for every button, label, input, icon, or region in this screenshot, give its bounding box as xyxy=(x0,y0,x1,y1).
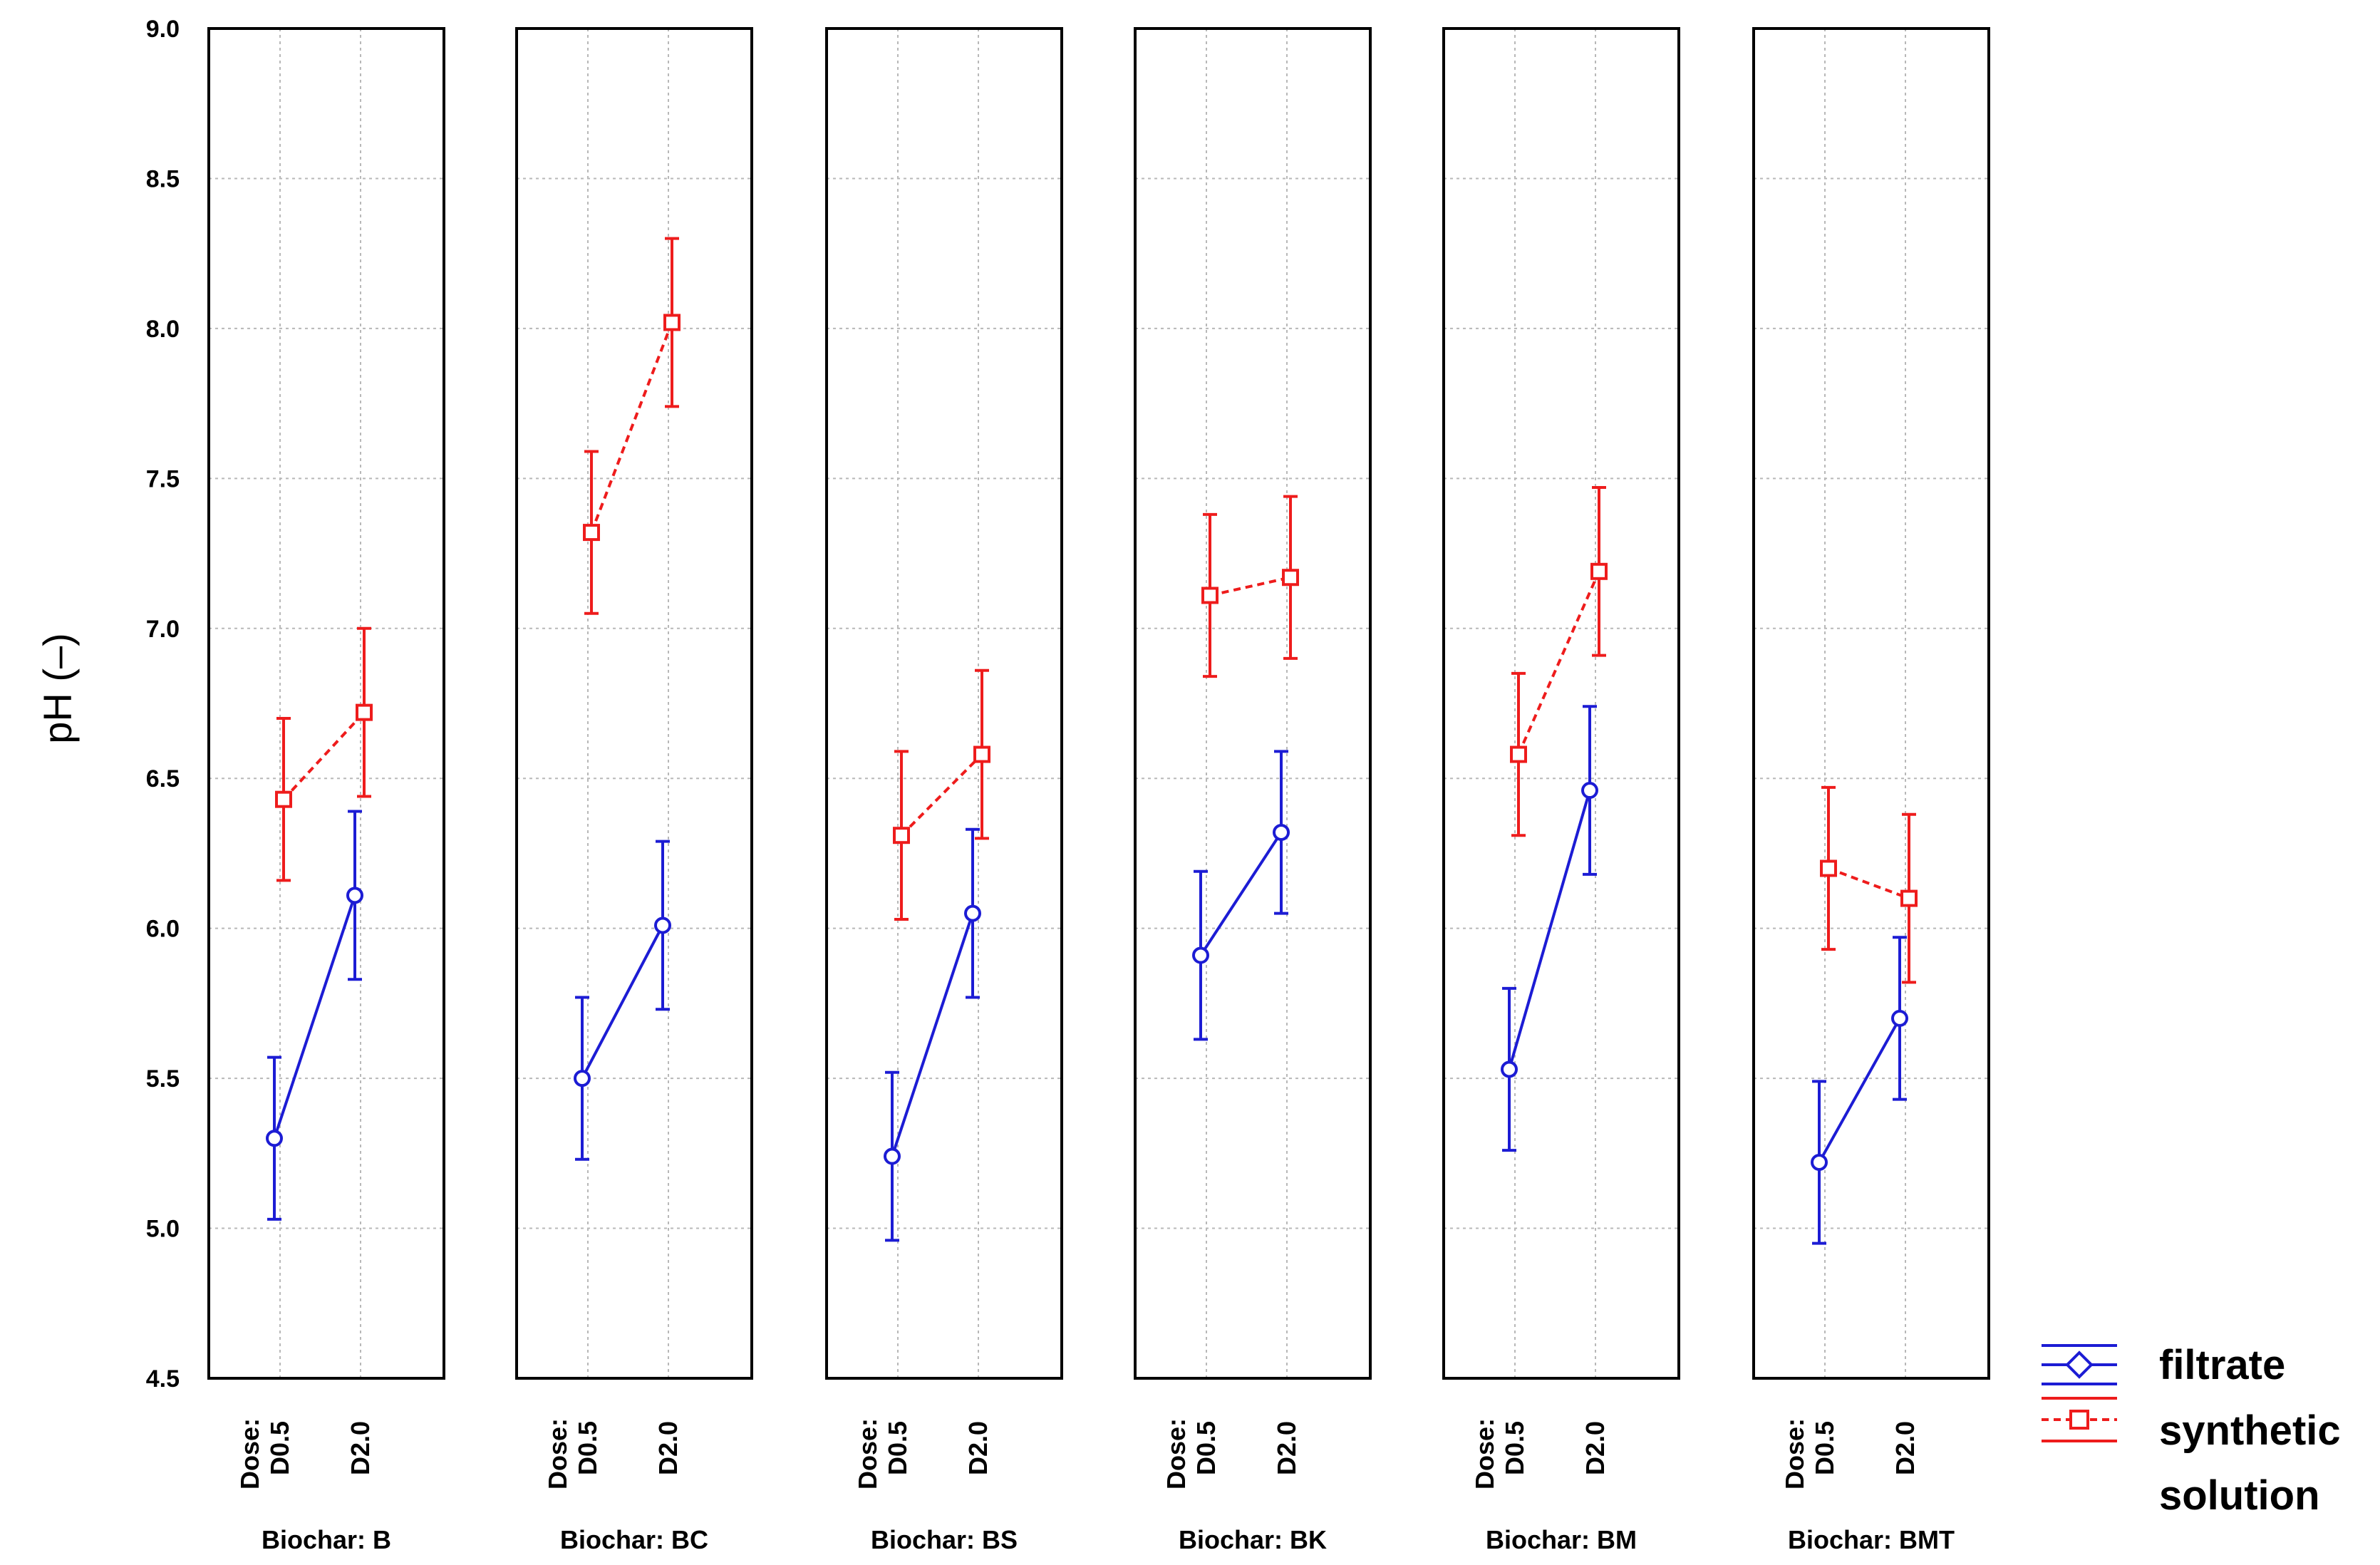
panel-3: Dose: D0.5 D2.0 Biochar: BS xyxy=(825,27,1063,1554)
y-tick-label: 8.0 xyxy=(146,316,180,343)
x-tick-label: D0.5 xyxy=(1500,1421,1529,1475)
point-filtrate xyxy=(1581,782,1598,800)
series-line-filtrate xyxy=(581,924,664,1080)
panel-1: Dose: D0.5 D2.0 Biochar: B xyxy=(207,27,445,1554)
legend-marker xyxy=(2069,1410,2089,1430)
panel-4: Dose: D0.5 D2.0 Biochar: BK xyxy=(1134,27,1372,1554)
x-tick-label: D0.5 xyxy=(1191,1421,1221,1475)
dose-label: Dose: xyxy=(1780,1418,1809,1489)
point-synthetic-solution xyxy=(893,827,910,845)
point-synthetic-solution xyxy=(1900,889,1918,907)
legend-label-synthetic: synthetic xyxy=(2159,1408,2341,1454)
y-tick-label: 7.5 xyxy=(146,465,180,492)
x-tick-label: D2.0 xyxy=(1272,1421,1301,1475)
dose-label: Dose: xyxy=(1161,1418,1191,1489)
point-filtrate xyxy=(346,887,363,904)
x-tick-label: D0.5 xyxy=(573,1421,602,1475)
point-synthetic-solution xyxy=(1590,562,1608,580)
y-tick-label: 9.0 xyxy=(146,16,180,43)
x-tick-label: D0.5 xyxy=(883,1421,912,1475)
x-tick-label: D2.0 xyxy=(346,1421,375,1475)
panel-title: Biochar: BM xyxy=(1486,1525,1637,1554)
x-tick-label: D2.0 xyxy=(1580,1421,1610,1475)
series-line-synthetic-solution xyxy=(1517,571,1600,755)
legend-label-filtrate: filtrate xyxy=(2159,1342,2285,1388)
panel-6: Dose: D0.5 D2.0 Biochar: BMT xyxy=(1752,27,1990,1554)
legend: filtrate synthetic solution xyxy=(2042,1342,2341,1519)
point-filtrate xyxy=(1192,946,1209,964)
dose-label: Dose: xyxy=(853,1418,882,1489)
point-filtrate xyxy=(884,1147,901,1165)
series-line-filtrate xyxy=(891,912,974,1157)
legend-marker xyxy=(2065,1350,2094,1379)
dose-label: Dose: xyxy=(543,1418,572,1489)
x-tick-label: D0.5 xyxy=(265,1421,294,1475)
y-tick-label: 6.5 xyxy=(146,765,180,792)
panel-frame xyxy=(825,27,1063,1380)
y-tick-label: 7.0 xyxy=(146,616,180,643)
y-tick-label: 8.5 xyxy=(146,165,180,192)
panel-frame xyxy=(1442,27,1680,1380)
point-synthetic-solution xyxy=(973,745,990,763)
point-filtrate xyxy=(654,916,671,934)
point-synthetic-solution xyxy=(275,790,292,808)
y-tick-label: 6.0 xyxy=(146,916,180,943)
panel-title: Biochar: BMT xyxy=(1788,1525,1955,1554)
y-axis-label: pH (–) xyxy=(35,633,80,744)
series-line-filtrate xyxy=(1199,831,1283,956)
point-synthetic-solution xyxy=(583,524,600,542)
panel-frame xyxy=(515,27,753,1380)
panel-title: Biochar: BS xyxy=(871,1525,1018,1554)
point-filtrate xyxy=(1891,1009,1908,1027)
series-line-synthetic-solution xyxy=(590,321,673,533)
x-tick-label: D2.0 xyxy=(963,1421,993,1475)
y-tick-label: 4.5 xyxy=(146,1365,180,1393)
x-tick-label: D2.0 xyxy=(653,1421,683,1475)
legend-label-solution: solution xyxy=(2159,1472,2320,1519)
point-filtrate xyxy=(964,904,981,922)
point-filtrate xyxy=(574,1070,591,1088)
panel-2: Dose: D0.5 D2.0 Biochar: BC xyxy=(515,27,753,1554)
y-tick-label: 5.0 xyxy=(146,1216,180,1243)
series-line-filtrate xyxy=(1818,1017,1901,1163)
y-axis-tick-labels: 9.0 8.5 8.0 7.5 7.0 6.5 6.0 5.5 5.0 4.5 xyxy=(146,16,180,1393)
point-filtrate xyxy=(1811,1153,1828,1171)
series-line-filtrate xyxy=(273,894,356,1139)
dose-label: Dose: xyxy=(1470,1418,1499,1489)
series-line-synthetic-solution xyxy=(1209,576,1291,597)
point-synthetic-solution xyxy=(1820,859,1837,877)
y-tick-label: 5.5 xyxy=(146,1065,180,1093)
point-filtrate xyxy=(266,1130,283,1147)
panel-frame xyxy=(1752,27,1990,1380)
panel-title: Biochar: BC xyxy=(560,1525,708,1554)
point-filtrate xyxy=(1273,823,1290,841)
series-line-synthetic-solution xyxy=(900,753,983,837)
panel-title: Biochar: B xyxy=(262,1525,391,1554)
legend-swatch-synthetic xyxy=(2042,1397,2117,1442)
series-line-synthetic-solution xyxy=(1828,867,1910,900)
point-synthetic-solution xyxy=(1510,745,1527,763)
point-synthetic-solution xyxy=(663,314,681,331)
panel-5: Dose: D0.5 D2.0 Biochar: BM xyxy=(1442,27,1680,1554)
series-line-filtrate xyxy=(1508,790,1591,1070)
point-synthetic-solution xyxy=(1201,587,1219,604)
x-tick-label: D2.0 xyxy=(1890,1421,1920,1475)
legend-swatch-filtrate xyxy=(2042,1344,2117,1385)
panel-frame xyxy=(1134,27,1372,1380)
x-tick-label: D0.5 xyxy=(1810,1421,1839,1475)
dose-label: Dose: xyxy=(235,1418,264,1489)
point-synthetic-solution xyxy=(1282,569,1299,587)
panel-frame xyxy=(207,27,445,1380)
point-filtrate xyxy=(1501,1060,1518,1078)
series-line-synthetic-solution xyxy=(282,711,366,801)
point-synthetic-solution xyxy=(356,703,373,721)
panel-title: Biochar: BK xyxy=(1179,1525,1327,1554)
